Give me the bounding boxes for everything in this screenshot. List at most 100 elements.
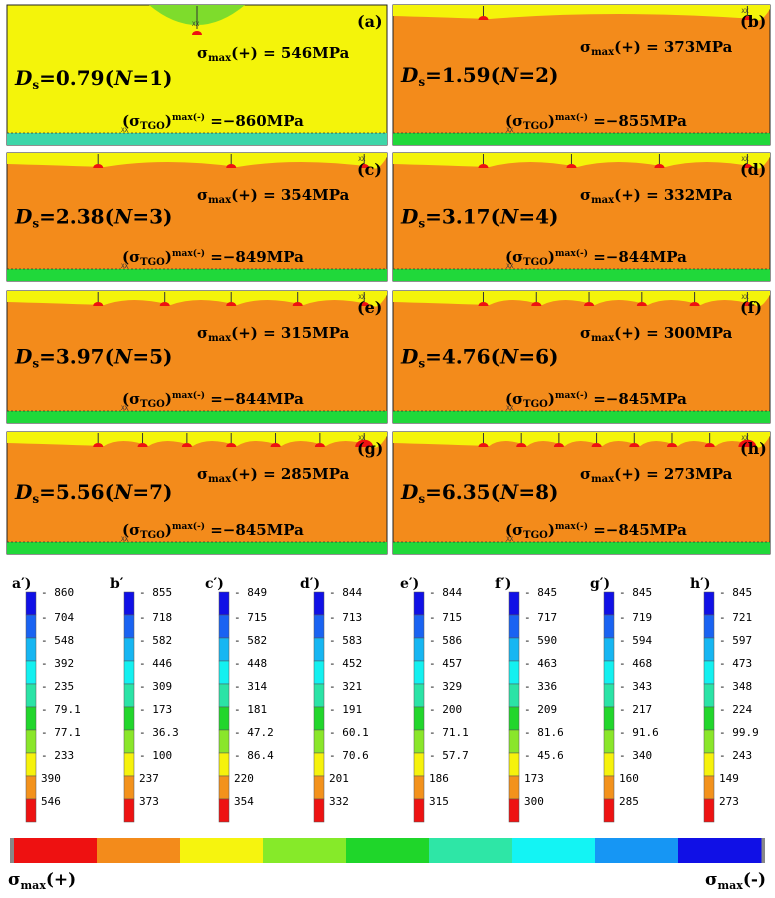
legend-label: h′) — [690, 576, 711, 592]
legend-tick-label: 332 — [329, 795, 349, 808]
tgo-layer — [7, 269, 387, 281]
legend-color-segment — [413, 752, 425, 777]
legend-tick-label: - 70.6 — [329, 749, 369, 762]
legend-color-segment — [25, 660, 37, 685]
legend-color-segment — [703, 706, 715, 731]
legend-color-segment — [413, 706, 425, 731]
legend-tick-label: - 173 — [139, 703, 172, 716]
tgo-stress-value: (σTGO)max(-) =−855MPa — [505, 112, 687, 132]
legend-color-segment — [25, 706, 37, 731]
legend-color-segment — [218, 660, 230, 685]
legend-color-segment — [603, 752, 615, 777]
panel-label: (c) — [357, 160, 382, 179]
stress-hotspot — [226, 164, 237, 168]
legend-color-segment — [313, 775, 325, 800]
tgo-layer — [7, 133, 387, 145]
tgo-node-marker: XX — [506, 127, 514, 134]
coating-yellow-band — [393, 153, 770, 169]
legend-tick-label: - 448 — [234, 657, 267, 670]
color-scale-bar: σmax(+) σmax(-) — [8, 838, 766, 892]
stress-hotspot — [629, 443, 640, 447]
stress-hotspot — [359, 164, 370, 168]
legend-3: c′) - 849 - 715 - 582 - 448 - 314 - 181 - 47.2 -… — [205, 576, 274, 823]
tgo-node-marker: XX — [121, 536, 129, 543]
legend-tick-label: 160 — [619, 772, 639, 785]
scale-bar-segment — [346, 838, 430, 863]
tgo-stress-value: (σTGO)max(-) =−844MPa — [505, 248, 687, 268]
legend-tick-label: - 849 — [234, 586, 267, 599]
legend-tick-label: 354 — [234, 795, 254, 808]
legend-color-segment — [25, 752, 37, 777]
node-marker: XX — [192, 21, 200, 28]
legend-tick-label: - 844 — [329, 586, 362, 599]
legend-color-segment — [218, 683, 230, 708]
legend-tick-label: - 209 — [524, 703, 557, 716]
stress-hotspot — [478, 443, 489, 447]
ds-value: Ds=5.56(N=7) — [14, 480, 172, 506]
scale-bar-segment — [429, 838, 513, 863]
legend-tick-label: - 321 — [329, 680, 362, 693]
legend-tick-label: - 468 — [619, 657, 652, 670]
legend-tick-label: - 463 — [524, 657, 557, 670]
legend-tick-label: - 597 — [719, 634, 752, 647]
tgo-node-marker: XX — [506, 263, 514, 270]
legend-color-segment — [123, 614, 135, 639]
legend-color-segment — [603, 683, 615, 708]
legend-color-segment — [25, 591, 37, 616]
legend-color-segment — [218, 775, 230, 800]
legend-color-segment — [703, 591, 715, 616]
legend-tick-label: 390 — [41, 772, 61, 785]
legend-color-segment — [313, 637, 325, 662]
legend-color-segment — [703, 637, 715, 662]
legend-tick-label: - 86.4 — [234, 749, 274, 762]
legend-color-segment — [508, 706, 520, 731]
legend-tick-label: - 235 — [41, 680, 74, 693]
legend-color-segment — [508, 752, 520, 777]
node-marker: XX — [358, 156, 366, 163]
panel-background — [392, 152, 771, 282]
legend-color-segment — [703, 752, 715, 777]
stress-hotspot — [93, 443, 104, 447]
scale-left-label: σmax(+) — [8, 870, 76, 892]
stress-hotspot — [181, 443, 192, 447]
legend-color-segment — [413, 637, 425, 662]
sigma-max-value: σmax(+) = 273MPa — [580, 465, 733, 485]
stress-hotspot — [566, 164, 577, 168]
panel-a: XX XX (a) σmax(+) = 546MPa Ds=0.79(N=1) (σTGO… — [6, 4, 388, 146]
ds-value: Ds=1.59(N=2) — [400, 63, 558, 89]
legend-tick-label: - 548 — [41, 634, 74, 647]
panel-label: (a) — [357, 12, 383, 31]
legend-label: c′) — [205, 576, 224, 592]
panel-label: (b) — [740, 12, 766, 31]
legend-color-segment — [508, 614, 520, 639]
stress-legends: a′) - 860 - 704 - 548 - 392 - 235 - 79.1 - 77.1… — [12, 576, 759, 823]
tgo-layer — [393, 542, 770, 554]
legend-color-segment — [313, 614, 325, 639]
legend-tick-label: - 473 — [719, 657, 752, 670]
legend-color-segment — [218, 591, 230, 616]
legend-color-segment — [313, 591, 325, 616]
legend-color-segment — [218, 637, 230, 662]
tgo-node-marker: XX — [121, 127, 129, 134]
legend-color-segment — [218, 614, 230, 639]
legend-tick-label: - 855 — [139, 586, 172, 599]
stress-panels: XX XX (a) σmax(+) = 546MPa Ds=0.79(N=1) (σTGO… — [6, 4, 771, 555]
stress-hotspot — [226, 443, 237, 447]
scale-bar-segment — [512, 838, 596, 863]
legend-tick-label: - 233 — [41, 749, 74, 762]
legend-color-segment — [508, 798, 520, 823]
ds-value: Ds=0.79(N=1) — [14, 66, 172, 92]
legend-tick-label: - 314 — [234, 680, 267, 693]
panel-background — [392, 4, 771, 146]
legend-tick-label: - 392 — [41, 657, 74, 670]
panel-label: (g) — [357, 439, 383, 458]
panel-label: (d) — [740, 160, 766, 179]
panel-label: (e) — [357, 298, 382, 317]
legend-color-segment — [603, 798, 615, 823]
legend-8: h′) - 845 - 721 - 597 - 473 - 348 - 224 - 99.9 -… — [690, 576, 759, 823]
legend-color-segment — [313, 706, 325, 731]
panel-label: (h) — [740, 439, 767, 458]
coating-yellow-band — [393, 291, 770, 307]
stress-hotspot — [192, 31, 202, 35]
